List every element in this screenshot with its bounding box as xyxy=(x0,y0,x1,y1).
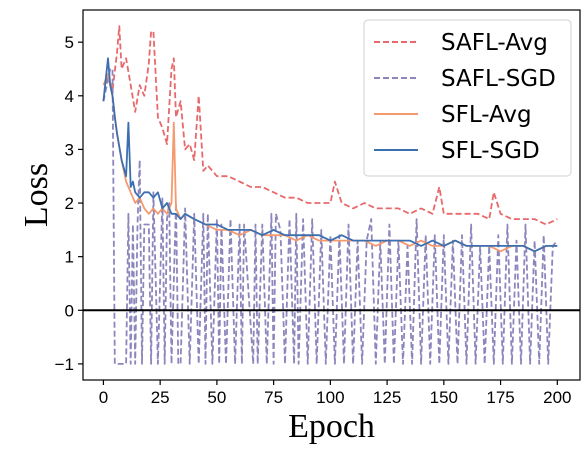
series-line-safl-sgd xyxy=(102,68,558,365)
series-line-sfl-sgd xyxy=(102,57,558,253)
y-tick-label: 3 xyxy=(65,140,74,159)
y-tick-label: 0 xyxy=(65,301,74,320)
x-tick-label: 100 xyxy=(316,388,344,407)
series-line-safl-avg xyxy=(102,25,558,226)
x-axis-ticks: 0 25 50 75 100 125 150 175 200 xyxy=(99,380,571,407)
x-tick-label: 75 xyxy=(264,388,283,407)
series-layer xyxy=(102,25,558,365)
x-tick-label: 200 xyxy=(543,388,571,407)
y-tick-label: −1 xyxy=(55,355,74,374)
x-axis-title: Epoch xyxy=(288,408,375,445)
x-tick-label: 125 xyxy=(373,388,401,407)
x-tick-label: 50 xyxy=(207,388,226,407)
legend-label-sfl-sgd: SFL-SGD xyxy=(441,138,540,164)
plot-frame xyxy=(82,9,581,381)
legend-label-sfl-avg: SFL-Avg xyxy=(441,102,532,128)
y-tick-label: 4 xyxy=(65,87,74,106)
legend-label-safl-avg: SAFL-Avg xyxy=(441,30,548,56)
x-tick-label: 25 xyxy=(151,388,170,407)
y-tick-label: 1 xyxy=(65,248,74,267)
x-tick-label: 0 xyxy=(99,388,108,407)
x-tick-label: 150 xyxy=(430,388,458,407)
y-axis-title: Loss xyxy=(18,163,55,227)
y-axis-ticks: −1 0 1 2 3 4 5 xyxy=(55,33,83,374)
x-tick-label: 175 xyxy=(486,388,514,407)
legend: SAFL-Avg SAFL-SGD SFL-Avg SFL-SGD xyxy=(363,19,572,177)
legend-box xyxy=(363,19,572,177)
y-tick-label: 5 xyxy=(65,33,74,52)
y-tick-label: 2 xyxy=(65,194,74,213)
legend-label-safl-sgd: SAFL-SGD xyxy=(441,66,556,92)
